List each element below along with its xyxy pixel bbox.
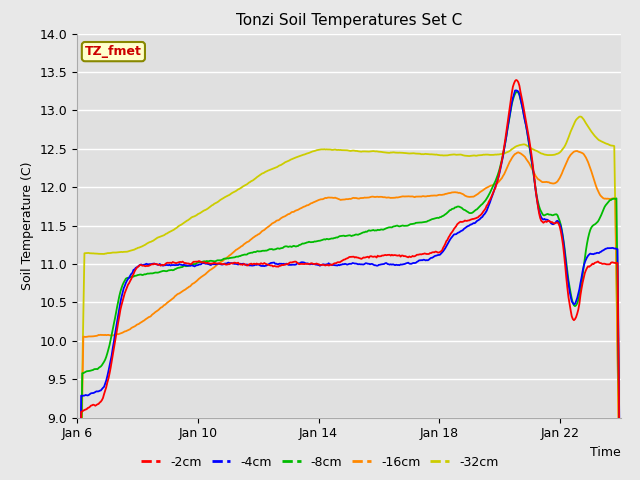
Text: TZ_fmet: TZ_fmet [85,45,142,58]
Y-axis label: Soil Temperature (C): Soil Temperature (C) [20,161,34,290]
X-axis label: Time: Time [590,446,621,459]
Title: Tonzi Soil Temperatures Set C: Tonzi Soil Temperatures Set C [236,13,462,28]
Legend: -2cm, -4cm, -8cm, -16cm, -32cm: -2cm, -4cm, -8cm, -16cm, -32cm [136,451,504,474]
